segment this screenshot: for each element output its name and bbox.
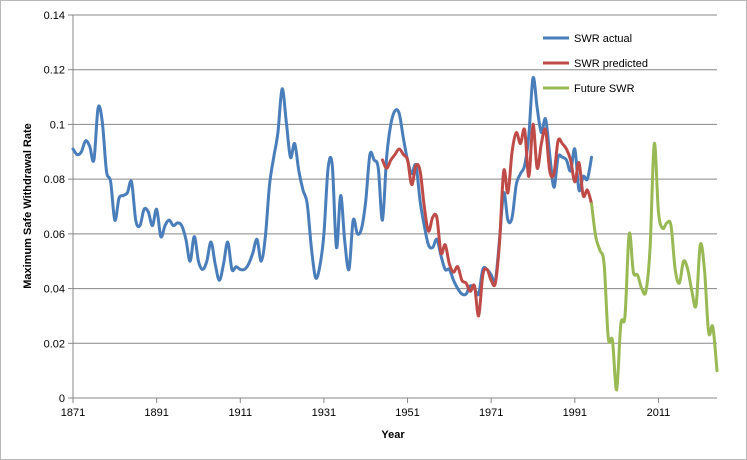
legend-label: SWR predicted: [574, 58, 648, 70]
y-tick-label: 0.04: [44, 284, 65, 296]
y-tick-label: 0.02: [44, 338, 65, 350]
y-tick-label: 0: [59, 393, 65, 405]
x-tick-label: 2011: [647, 407, 671, 419]
x-tick-label: 1991: [563, 407, 587, 419]
legend-label: SWR actual: [574, 33, 632, 45]
axes: [68, 14, 717, 403]
y-axis-ticks: 0 0.02 0.04 0.06 0.08 0.1 0.12 0.14: [44, 10, 65, 405]
y-tick-label: 0.06: [44, 229, 65, 241]
y-tick-label: 0.14: [44, 10, 65, 22]
y-tick-label: 0.08: [44, 174, 65, 186]
y-axis-title: Maximum Safe Withdrawal Rate: [22, 123, 34, 289]
series-lines: [71, 76, 719, 392]
y-tick-label: 0.12: [44, 65, 65, 77]
x-axis-title: Year: [381, 429, 405, 441]
y-tick-label: 0.1: [50, 119, 65, 131]
series-line-swr-predicted: [380, 122, 594, 318]
x-tick-label: 1891: [144, 407, 168, 419]
legend: SWR actual SWR predicted Future SWR: [543, 33, 648, 95]
x-tick-label: 1931: [312, 407, 336, 419]
legend-label: Future SWR: [574, 83, 635, 95]
series-line-future-swr: [590, 142, 719, 392]
x-tick-label: 1911: [228, 407, 252, 419]
x-tick-label: 1951: [395, 407, 419, 419]
x-tick-label: 1971: [479, 407, 503, 419]
series-line-swr-actual: [71, 76, 594, 297]
x-axis-ticks: 1871 1891 1911 1931 1951 1971 1991 2011: [61, 407, 671, 419]
x-tick-label: 1871: [61, 407, 85, 419]
